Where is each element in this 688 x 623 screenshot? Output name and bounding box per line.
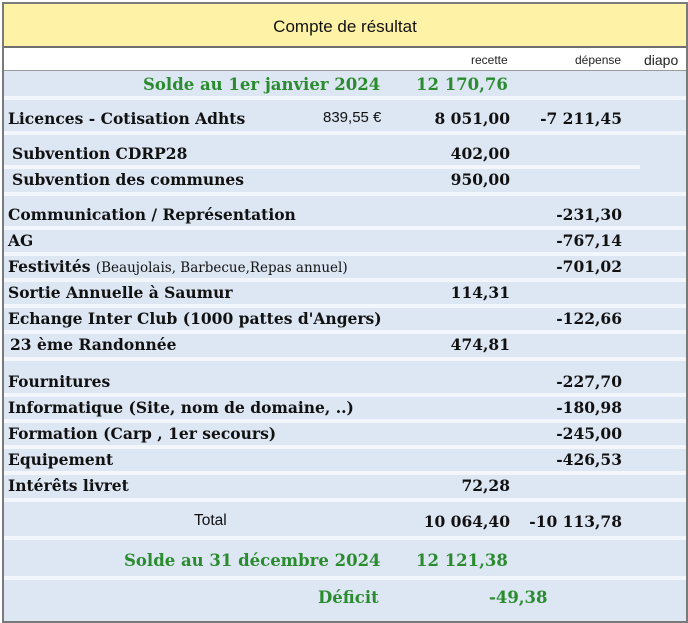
- row-separator: [4, 165, 640, 169]
- closing-balance-label: Solde au 31 décembre 2024: [124, 551, 381, 570]
- row-separator: [4, 304, 686, 308]
- expense-row: Informatique (Site, nom de domaine, ..) …: [4, 397, 686, 419]
- row-separator: [4, 330, 686, 334]
- column-header-row: recette dépense diapo: [4, 48, 686, 71]
- activity-recette: 474,81: [450, 335, 510, 354]
- expense-depense: -180,98: [556, 398, 622, 417]
- activity-label: AG: [8, 231, 34, 250]
- activity-row: 23 ème Randonnée 474,81: [4, 334, 686, 356]
- activity-label: 23 ème Randonnée: [10, 335, 177, 354]
- closing-balance-value: 12 121,38: [416, 551, 508, 570]
- row-separator: [4, 357, 686, 361]
- sheet-title: Compte de résultat: [4, 4, 686, 48]
- activity-title: Festivités: [8, 257, 91, 276]
- opening-balance-label: Solde au 1er janvier 2024: [143, 75, 381, 94]
- subvention-label: Subvention des communes: [12, 170, 245, 189]
- licences-label: Licences - Cotisation Adhts: [8, 109, 246, 128]
- expense-row: Fournitures -227,70: [4, 371, 686, 393]
- deficit-label: Déficit: [318, 588, 379, 607]
- expense-label: Formation (Carp , 1er secours): [8, 424, 277, 443]
- activity-label: Sortie Annuelle à Saumur: [8, 283, 233, 302]
- row-separator: [4, 498, 686, 502]
- total-depense: -10 113,78: [529, 512, 622, 531]
- subvention-recette: 402,00: [450, 144, 510, 163]
- licences-amount: 839,55 €: [323, 109, 382, 126]
- expense-label: Intérêts livret: [8, 476, 129, 495]
- row-separator: [4, 131, 686, 135]
- subvention-row: Subvention CDRP28 402,00: [4, 143, 686, 165]
- row-separator: [4, 445, 686, 449]
- row-separator: [4, 576, 686, 580]
- header-depense: dépense: [575, 53, 622, 67]
- expense-label: Fournitures: [8, 372, 111, 391]
- expense-row: Equipement -426,53: [4, 449, 686, 471]
- expense-depense: -426,53: [556, 450, 622, 469]
- opening-balance-value: 12 170,76: [416, 75, 508, 94]
- subvention-label: Subvention CDRP28: [12, 144, 188, 163]
- activity-row: Sortie Annuelle à Saumur 114,31: [4, 282, 686, 304]
- row-separator: [4, 393, 686, 397]
- row-separator: [4, 278, 686, 282]
- licences-recette: 8 051,00: [434, 109, 510, 128]
- row-separator: [4, 192, 686, 196]
- subvention-row: Subvention des communes 950,00: [4, 169, 686, 191]
- activity-recette: 114,31: [450, 283, 510, 302]
- subvention-recette: 950,00: [450, 170, 510, 189]
- row-separator: [4, 252, 686, 256]
- licences-row: Licences - Cotisation Adhts 839,55 € 8 0…: [4, 108, 686, 130]
- activity-note: (Beaujolais, Barbecue,Repas annuel): [95, 260, 348, 276]
- total-recette: 10 064,40: [423, 512, 510, 531]
- row-separator: [4, 226, 686, 230]
- expense-row: Formation (Carp , 1er secours) -245,00: [4, 423, 686, 445]
- activity-label: Festivités (Beaujolais, Barbecue,Repas a…: [8, 257, 348, 276]
- activity-row: Echange Inter Club (1000 pattes d'Angers…: [4, 308, 686, 330]
- deficit-row: Déficit -49,38: [4, 587, 686, 609]
- activity-depense: -701,02: [556, 257, 622, 276]
- expense-label: Informatique (Site, nom de domaine, ..): [8, 398, 354, 417]
- row-separator: [4, 471, 686, 475]
- header-recette: recette: [471, 53, 508, 67]
- opening-balance-row: Solde au 1er janvier 2024 12 170,76: [4, 74, 686, 96]
- activity-row: Festivités (Beaujolais, Barbecue,Repas a…: [4, 256, 686, 278]
- row-separator: [4, 536, 686, 540]
- activity-depense: -767,14: [556, 231, 622, 250]
- activity-row: AG -767,14: [4, 230, 686, 252]
- header-diapo: diapo: [644, 52, 679, 68]
- total-row: Total 10 064,40 -10 113,78: [4, 511, 686, 533]
- row-separator: [4, 419, 686, 423]
- activity-depense: -231,30: [556, 205, 622, 224]
- row-separator: [4, 96, 686, 100]
- expense-label: Equipement: [8, 450, 114, 469]
- activity-label: Communication / Représentation: [8, 205, 296, 224]
- licences-depense: -7 211,45: [540, 109, 622, 128]
- expense-depense: -227,70: [556, 372, 622, 391]
- activity-row: Communication / Représentation -231,30: [4, 204, 686, 226]
- expense-depense: -245,00: [556, 424, 622, 443]
- expense-recette: 72,28: [461, 476, 510, 495]
- deficit-value: -49,38: [489, 588, 548, 607]
- closing-balance-row: Solde au 31 décembre 2024 12 121,38: [4, 550, 686, 572]
- activity-label: Echange Inter Club (1000 pattes d'Angers…: [8, 309, 382, 328]
- total-label: Total: [194, 512, 227, 529]
- expense-row: Intérêts livret 72,28: [4, 475, 686, 497]
- activity-depense: -122,66: [556, 309, 622, 328]
